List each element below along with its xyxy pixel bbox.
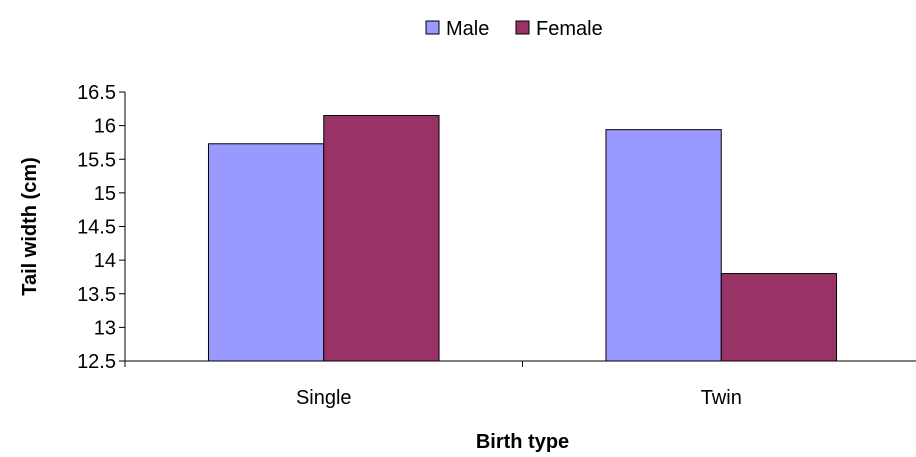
y-tick-label: 16.5 xyxy=(77,82,116,104)
legend-label-female: Female xyxy=(536,18,603,40)
x-axis-ticks: Single Twin xyxy=(124,361,742,409)
y-tick-label: 13.5 xyxy=(77,284,116,306)
y-axis-ticks: 12.5 13 13.5 14 14.5 15 15.5 16 16.5 xyxy=(77,82,125,373)
y-tick-label: 16 xyxy=(94,116,116,138)
legend: Male Female xyxy=(425,18,603,40)
bar-male-single xyxy=(207,143,325,362)
y-tick-label: 13 xyxy=(94,317,116,339)
x-tick-label: Single xyxy=(296,387,352,409)
bars xyxy=(207,115,838,362)
legend-swatch-female xyxy=(515,20,530,35)
y-tick-label: 12.5 xyxy=(77,351,116,373)
bar-female-twin xyxy=(720,273,838,362)
bar-female-single xyxy=(323,115,440,362)
y-tick-label: 15 xyxy=(94,183,116,205)
x-axis-title: Birth type xyxy=(476,431,569,453)
legend-swatch-male xyxy=(425,20,440,35)
y-tick-label: 14.5 xyxy=(77,217,116,239)
y-tick-label: 14 xyxy=(94,250,116,272)
y-axis-title: Tail width (cm) xyxy=(19,157,41,296)
legend-label-male: Male xyxy=(446,18,489,40)
x-tick-label: Twin xyxy=(701,387,742,409)
y-tick-label: 15.5 xyxy=(77,149,116,171)
bar-male-twin xyxy=(605,129,722,362)
